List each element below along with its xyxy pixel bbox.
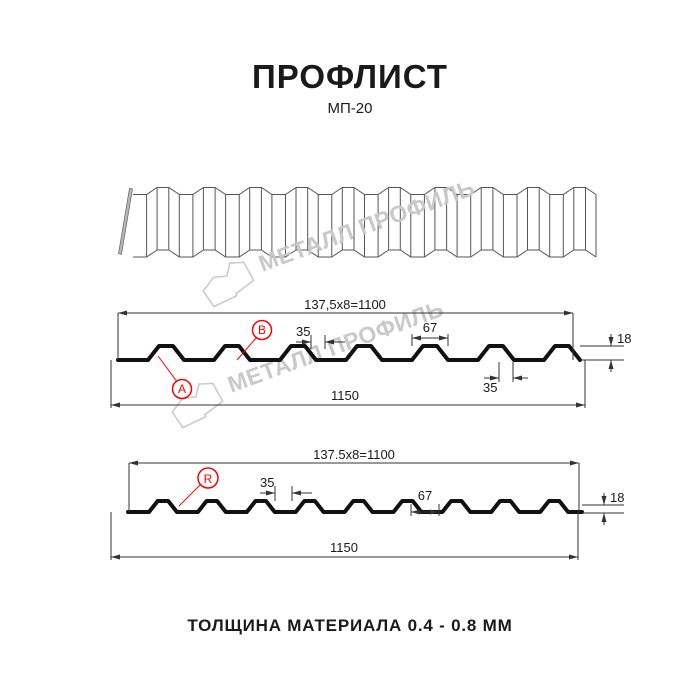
svg-text:67: 67 — [418, 488, 432, 503]
svg-text:A: A — [178, 382, 186, 396]
svg-text:B: B — [258, 323, 266, 337]
svg-text:137,5x8=1100: 137,5x8=1100 — [304, 297, 386, 312]
svg-text:35: 35 — [296, 324, 310, 339]
svg-text:1150: 1150 — [331, 388, 359, 403]
svg-text:35: 35 — [483, 380, 497, 395]
svg-text:18: 18 — [617, 331, 631, 346]
svg-text:R: R — [204, 472, 213, 486]
svg-text:35: 35 — [260, 475, 274, 490]
svg-text:137.5x8=1100: 137.5x8=1100 — [313, 447, 395, 462]
svg-text:МЕТАЛЛ ПРОФИЛЬ: МЕТАЛЛ ПРОФИЛЬ — [255, 174, 478, 276]
svg-text:18: 18 — [610, 490, 624, 505]
svg-text:67: 67 — [423, 320, 437, 335]
svg-text:1150: 1150 — [330, 540, 358, 555]
